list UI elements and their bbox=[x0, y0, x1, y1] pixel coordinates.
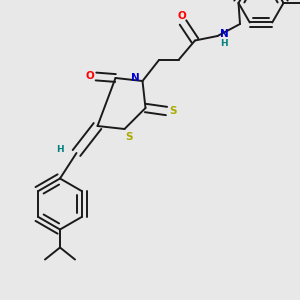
Text: H: H bbox=[56, 146, 64, 154]
Text: N: N bbox=[220, 28, 229, 39]
Text: S: S bbox=[169, 106, 177, 116]
Text: O: O bbox=[177, 11, 186, 21]
Text: S: S bbox=[125, 131, 133, 142]
Text: H: H bbox=[220, 39, 228, 48]
Text: N: N bbox=[130, 73, 140, 83]
Text: O: O bbox=[85, 71, 94, 82]
